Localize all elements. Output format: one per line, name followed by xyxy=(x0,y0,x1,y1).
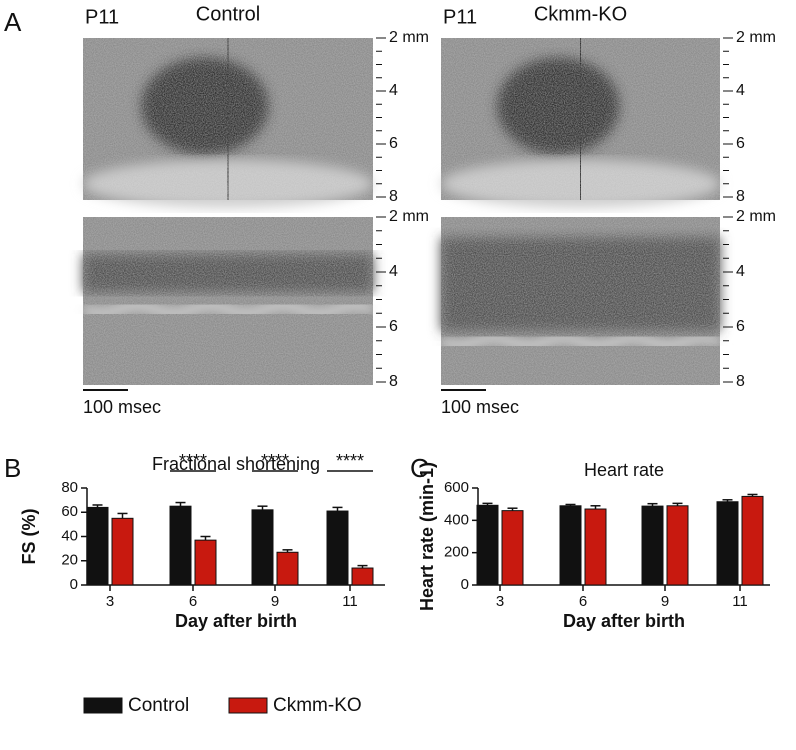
x-tick-label: 11 xyxy=(342,593,358,610)
y-axis-label: FS (%) xyxy=(19,508,39,564)
ultrasound-image xyxy=(441,38,720,209)
image-noise xyxy=(441,217,720,385)
x-tick-label: 3 xyxy=(106,593,114,610)
chart-title: Fractional shortening xyxy=(152,454,320,474)
y-tick-label: 0 xyxy=(70,576,78,593)
group-label: Control xyxy=(196,3,260,25)
depth-tick-label: 4 xyxy=(389,82,398,99)
bar xyxy=(276,551,299,586)
bar xyxy=(559,505,582,586)
x-tick-label: 3 xyxy=(496,593,504,610)
depth-tick-label: 2 mm xyxy=(736,29,776,46)
bar xyxy=(584,508,607,586)
image-noise xyxy=(83,38,373,200)
y-tick-label: 200 xyxy=(444,544,469,561)
group-label: Ckmm-KO xyxy=(534,3,627,25)
legend-label: Ckmm-KO xyxy=(273,695,362,716)
ultrasound-image xyxy=(439,217,722,385)
significance-label: **** xyxy=(179,451,207,471)
depth-tick-label: 6 xyxy=(736,318,745,335)
y-tick-label: 400 xyxy=(444,511,469,528)
depth-tick-label: 8 xyxy=(389,188,398,205)
depth-tick-label: 4 xyxy=(389,263,398,280)
y-tick-label: 40 xyxy=(61,527,78,544)
bar xyxy=(476,504,499,586)
scale-bar-label: 100 msec xyxy=(83,397,161,417)
legend-swatch xyxy=(228,697,268,714)
bar xyxy=(641,505,664,586)
bar xyxy=(194,539,217,586)
ultrasound-image xyxy=(81,217,375,385)
panel-label: B xyxy=(4,453,21,483)
depth-tick-label: 8 xyxy=(736,373,745,390)
bar xyxy=(326,510,349,586)
y-tick-label: 60 xyxy=(61,503,78,520)
depth-tick-label: 6 xyxy=(736,135,745,152)
x-tick-label: 6 xyxy=(189,593,197,610)
depth-tick-label: 6 xyxy=(389,318,398,335)
image-noise xyxy=(441,38,720,200)
depth-tick-label: 8 xyxy=(736,188,745,205)
depth-tick-label: 6 xyxy=(389,135,398,152)
chart-title: Heart rate xyxy=(584,460,664,480)
bar xyxy=(666,505,689,586)
legend-label: Control xyxy=(128,695,189,716)
significance-label: **** xyxy=(336,451,364,471)
image-noise xyxy=(83,217,373,385)
depth-tick-label: 4 xyxy=(736,82,745,99)
bar xyxy=(501,510,524,586)
x-tick-label: 11 xyxy=(732,593,748,610)
depth-tick-label: 2 mm xyxy=(389,29,429,46)
x-tick-label: 9 xyxy=(271,593,279,610)
x-tick-label: 6 xyxy=(579,593,587,610)
significance-label: **** xyxy=(261,451,289,471)
y-axis-label: Heart rate (min-1) xyxy=(417,462,437,611)
x-tick-label: 9 xyxy=(661,593,669,610)
x-axis-label: Day after birth xyxy=(175,611,297,631)
depth-tick-label: 4 xyxy=(736,263,745,280)
stage-label: P11 xyxy=(443,6,477,28)
bar xyxy=(86,506,109,586)
y-tick-label: 20 xyxy=(61,552,78,569)
scale-bar-label: 100 msec xyxy=(441,397,519,417)
y-tick-label: 80 xyxy=(61,479,78,496)
depth-tick-label: 2 mm xyxy=(736,208,776,225)
stage-label: P11 xyxy=(85,6,119,28)
depth-tick-label: 8 xyxy=(389,373,398,390)
x-axis-label: Day after birth xyxy=(563,611,685,631)
bar xyxy=(169,505,192,586)
bar xyxy=(111,517,134,586)
panel-label: C xyxy=(410,453,429,483)
bar xyxy=(251,509,274,586)
ultrasound-image xyxy=(83,38,373,209)
bar xyxy=(351,567,374,586)
bar xyxy=(716,501,739,586)
panel-label: A xyxy=(4,7,22,37)
y-tick-label: 0 xyxy=(461,576,469,593)
depth-tick-label: 2 mm xyxy=(389,208,429,225)
bar xyxy=(741,495,764,586)
legend-swatch xyxy=(83,697,123,714)
y-tick-label: 600 xyxy=(444,479,469,496)
